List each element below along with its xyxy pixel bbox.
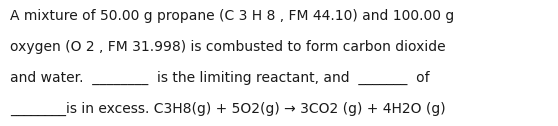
Text: ________is in excess. C3H8(g) + 5O2(g) → 3CO2 (g) + 4H2O (g): ________is in excess. C3H8(g) + 5O2(g) →… <box>10 101 446 116</box>
Text: oxygen (O 2 , FM 31.998) is combusted to form carbon dioxide: oxygen (O 2 , FM 31.998) is combusted to… <box>10 40 446 54</box>
Text: A mixture of 50.00 g propane (C 3 H 8 , FM 44.10) and 100.00 g: A mixture of 50.00 g propane (C 3 H 8 , … <box>10 9 454 23</box>
Text: and water.  ________  is the limiting reactant, and  _______  of: and water. ________ is the limiting reac… <box>10 71 430 85</box>
